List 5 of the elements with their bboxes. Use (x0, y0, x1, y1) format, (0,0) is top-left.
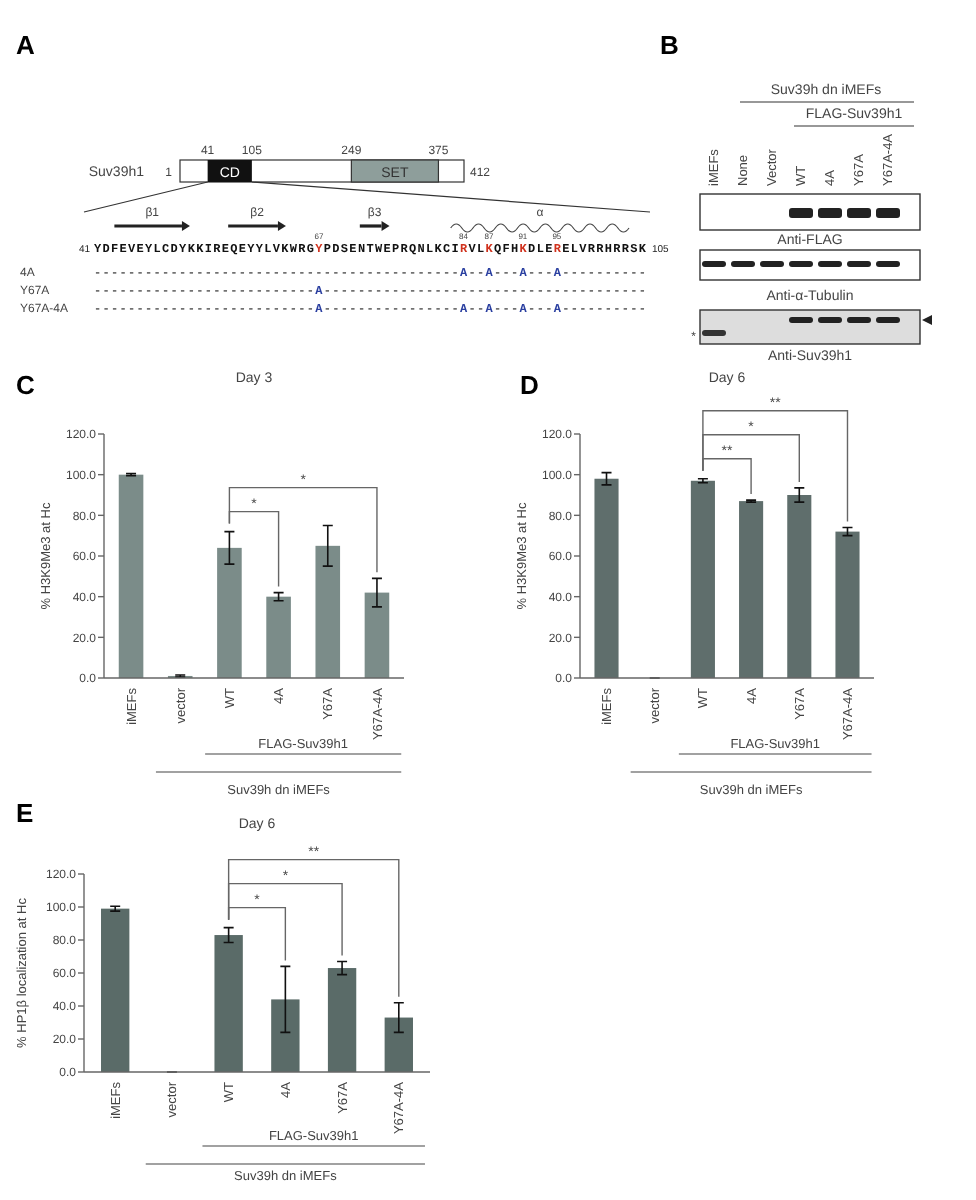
text: E (16, 798, 34, 828)
text: A (16, 30, 36, 60)
text: B (660, 30, 679, 60)
text: C (16, 370, 36, 400)
text: D (520, 370, 539, 400)
